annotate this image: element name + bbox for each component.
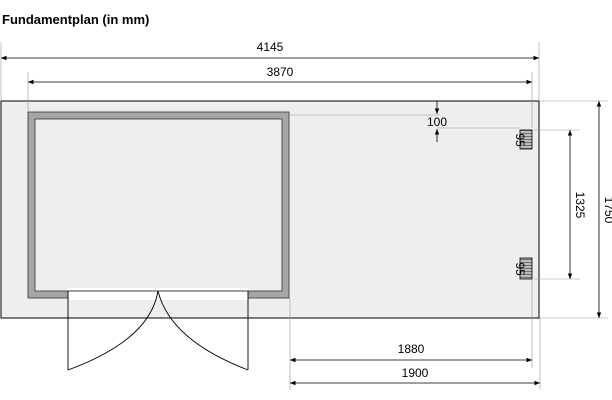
dimension-offset <box>290 101 520 142</box>
door-opening <box>68 288 248 300</box>
dimension-label-overall-depth: 1750 <box>602 197 612 224</box>
dimension-overall-depth <box>540 100 608 319</box>
foundation-block-top <box>519 129 533 150</box>
door-swing-left <box>67 290 159 371</box>
dimension-overall-width <box>0 42 540 100</box>
foundation-slab <box>0 100 540 319</box>
plan-title: Fundamentplan (in mm) <box>2 12 150 27</box>
dimension-label-block-bottom: 95 <box>513 262 527 276</box>
dimension-label-block-top: 95 <box>513 133 527 147</box>
dimension-inner-width <box>27 72 533 128</box>
dimension-label-inner-depth: 1325 <box>573 192 587 219</box>
dimension-label-offset: 100 <box>427 115 447 129</box>
dimension-label-inner-width: 3870 <box>267 65 294 79</box>
dimension-inner-depth <box>534 129 580 280</box>
dimension-label-lower-inner: 1880 <box>398 342 425 356</box>
dimension-lower-inner <box>289 280 541 390</box>
dimension-label-lower-outer: 1900 <box>402 366 429 380</box>
foundation-block-bottom <box>519 257 533 280</box>
door-swing-right <box>157 290 249 371</box>
dimension-label-overall-width: 4145 <box>257 40 284 54</box>
